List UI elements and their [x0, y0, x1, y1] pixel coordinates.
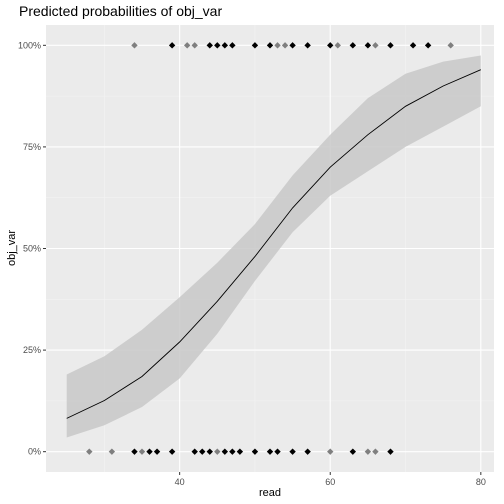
data-point	[236, 448, 244, 455]
data-point	[387, 448, 394, 455]
data-point	[153, 448, 161, 455]
y-tick-label: 50%	[23, 244, 41, 254]
data-point	[289, 42, 296, 49]
data-point	[304, 42, 311, 49]
x-axis-label: read	[259, 487, 281, 499]
data-point	[349, 448, 357, 455]
y-tick-label: 75%	[23, 142, 41, 152]
y-tick-label: 0%	[28, 447, 41, 457]
data-point	[327, 448, 334, 455]
data-point	[289, 448, 296, 455]
confidence-band	[66, 55, 481, 438]
data-point	[387, 42, 394, 49]
data-point	[274, 42, 281, 49]
y-tick-label: 100%	[18, 40, 41, 50]
y-axis-ticks: 0% 25% 50% 75% 100%	[18, 40, 46, 457]
data-point	[214, 448, 221, 455]
data-point	[191, 448, 198, 455]
data-point	[409, 42, 417, 49]
x-axis-ticks: 40 60 80	[175, 472, 486, 487]
data-point	[131, 448, 138, 455]
data-point	[364, 448, 372, 455]
data-point	[424, 42, 432, 49]
x-tick-label: 60	[325, 477, 335, 487]
data-point	[168, 448, 176, 455]
data-point	[221, 448, 229, 455]
data-point	[199, 448, 206, 455]
observed-points	[86, 42, 454, 455]
data-point	[146, 448, 153, 455]
predicted-probability-line	[66, 69, 481, 419]
data-point	[304, 448, 311, 455]
data-point	[266, 448, 274, 455]
data-point	[281, 42, 289, 49]
data-point	[86, 448, 93, 455]
data-point	[168, 42, 176, 49]
data-point	[191, 42, 198, 49]
data-point	[229, 448, 236, 455]
data-point	[251, 448, 259, 455]
data-point	[372, 448, 379, 455]
data-point	[447, 42, 454, 49]
x-tick-label: 40	[175, 477, 185, 487]
data-point	[327, 42, 334, 49]
data-point	[206, 448, 213, 455]
data-point	[274, 448, 281, 455]
y-axis-label: obj_var	[6, 230, 18, 266]
data-point	[229, 42, 236, 49]
data-point	[349, 42, 357, 49]
data-point	[206, 42, 213, 49]
x-tick-label: 80	[476, 477, 486, 487]
data-point	[131, 42, 138, 49]
data-point	[108, 448, 116, 455]
data-point	[266, 42, 274, 49]
data-point	[183, 42, 191, 49]
data-point	[138, 448, 146, 455]
data-point	[372, 42, 379, 49]
y-tick-label: 25%	[23, 345, 41, 355]
chart-title: Predicted probabilities of obj_var	[19, 3, 222, 19]
data-point	[221, 42, 229, 49]
data-point	[334, 42, 341, 49]
data-point	[364, 42, 372, 49]
data-point	[214, 42, 221, 49]
data-point	[251, 42, 259, 49]
